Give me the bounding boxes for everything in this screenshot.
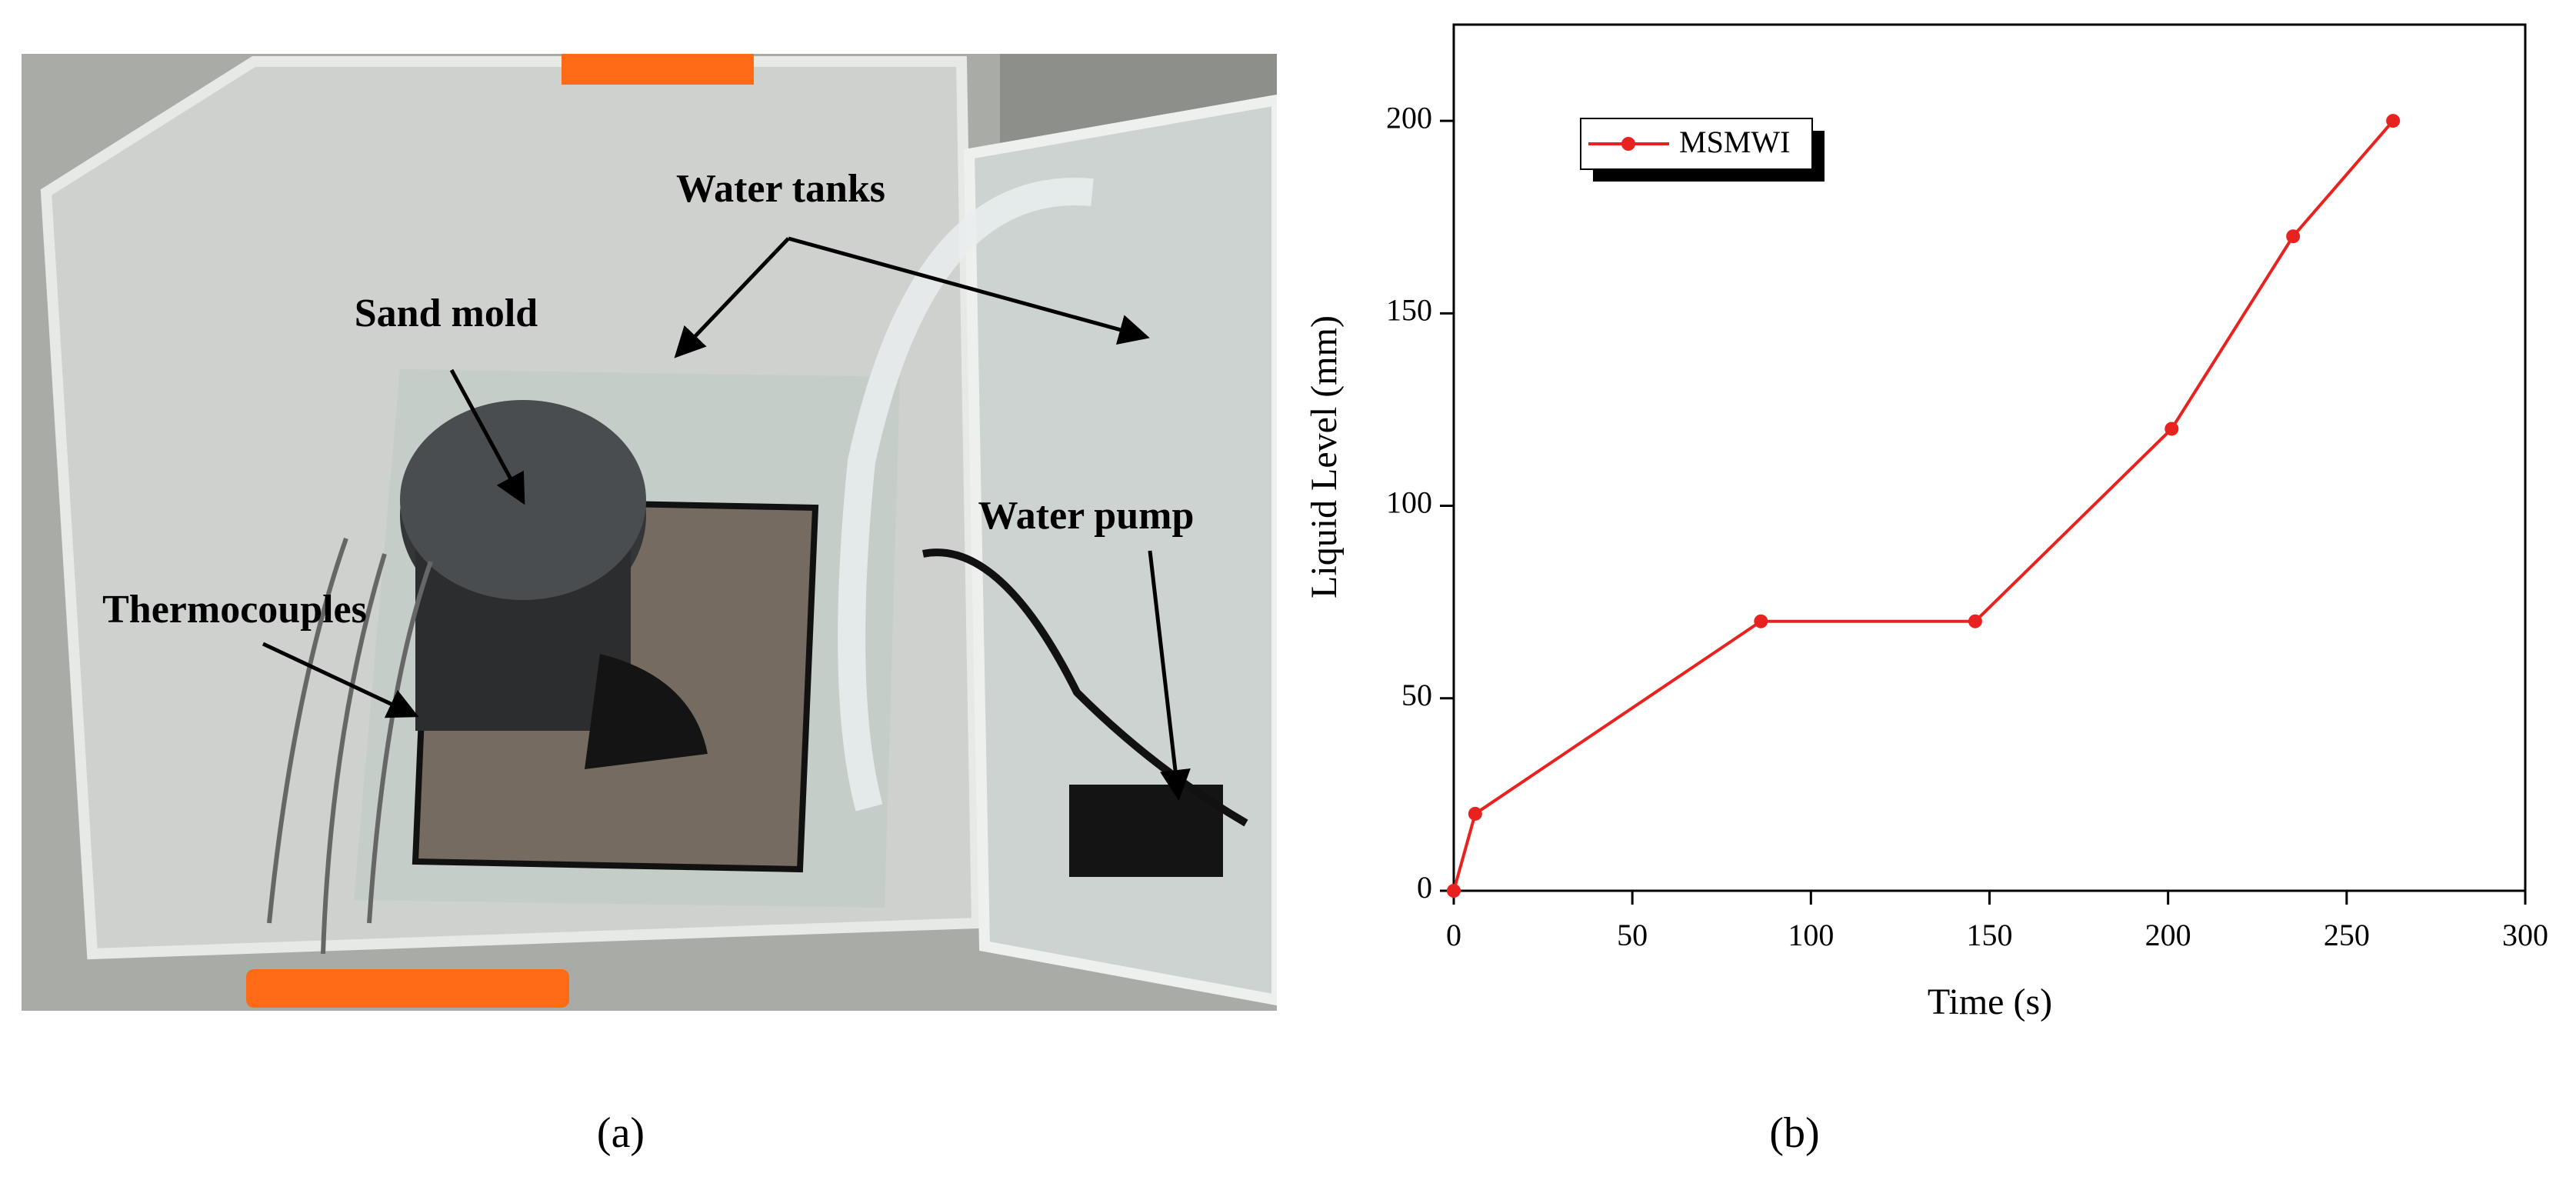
caption: (b) [1769, 1109, 1819, 1157]
y-axis-title: Liquid Level (mm) [1304, 315, 1345, 598]
arrow [674, 237, 790, 358]
x-axis-title: Time (s) [1928, 982, 2052, 1022]
legend-label: MSMWI [1679, 125, 1790, 159]
data-point [2386, 114, 2401, 128]
photo [22, 54, 1277, 1011]
x-tick-label: 250 [2324, 918, 2370, 952]
y-tick-label: 50 [1401, 678, 1432, 712]
caption: (a) [597, 1109, 645, 1157]
legend-marker [1621, 137, 1635, 151]
y-tick-label: 200 [1386, 100, 1432, 135]
data-point [2286, 229, 2301, 244]
x-tick-label: 150 [1967, 918, 2013, 952]
x-tick-label: 0 [1446, 918, 1461, 952]
arrow [788, 236, 1150, 345]
data-point [1754, 614, 1768, 628]
data-point [1968, 614, 1982, 628]
arrow [262, 642, 419, 718]
data-point [2164, 422, 2179, 436]
x-tick-label: 300 [2502, 918, 2548, 952]
photo-label: Water pump [978, 494, 1195, 538]
data-point [1468, 806, 1482, 821]
photo-label: Thermocouples [102, 588, 367, 632]
x-tick-label: 50 [1617, 918, 1648, 952]
x-tick-label: 100 [1788, 918, 1834, 952]
x-tick-label: 200 [2145, 918, 2191, 952]
y-tick-label: 150 [1386, 293, 1432, 328]
arrow [449, 368, 525, 505]
y-tick-label: 100 [1386, 485, 1432, 520]
data-point [1447, 884, 1461, 898]
arrow [1148, 550, 1191, 801]
y-tick-label: 0 [1417, 870, 1432, 905]
photo-label: Water tanks [676, 167, 885, 211]
photo-label: Sand mold [355, 292, 538, 335]
data-line [1452, 119, 2394, 892]
